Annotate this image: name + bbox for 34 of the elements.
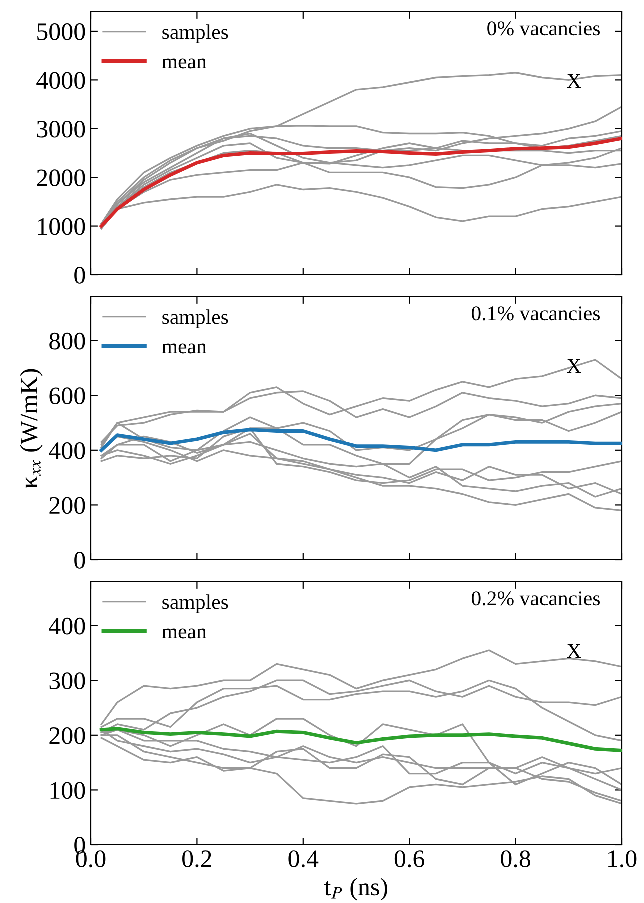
y-tick-label: 3000 — [37, 120, 86, 138]
y-tick-label: 300 — [50, 672, 86, 690]
y-tick-label: 400 — [49, 618, 86, 635]
y-tick-label: 1000 — [38, 218, 86, 236]
annotation: 0.2% vacancies — [472, 592, 600, 606]
y-tick-label: 800 — [50, 332, 86, 350]
y-tick-label: 100 — [50, 782, 86, 800]
annotation: 0% vacancies — [488, 22, 600, 36]
legend-label: samples — [162, 594, 228, 614]
x-axis-title: t$_{P}$ (ns) — [324, 878, 388, 901]
x-tick-label: 1.0 — [608, 850, 637, 868]
annotation: X — [567, 644, 582, 658]
y-tick-label: 4000 — [36, 72, 86, 90]
annotation: X — [567, 74, 582, 88]
y-tick-label: 0 — [74, 552, 86, 569]
legend-label: samples — [162, 310, 228, 329]
x-tick-label: 0.8 — [501, 850, 530, 868]
x-tick-label: 0.2 — [182, 850, 212, 868]
y-tick-label: 200 — [50, 497, 86, 514]
legend-label: mean — [162, 344, 207, 354]
y-tick-label: 600 — [50, 388, 86, 405]
legend-label: mean — [162, 58, 207, 69]
legend-label: samples — [162, 24, 228, 44]
y-tick-label: 2000 — [37, 170, 86, 187]
y-tick-label: 200 — [50, 727, 86, 744]
x-tick-label: 0.6 — [394, 850, 424, 868]
annotation: X — [567, 359, 582, 374]
legend-label: mean — [162, 628, 207, 639]
y-tick-label: 400 — [49, 442, 86, 460]
x-tick-label: 0.4 — [288, 850, 319, 868]
annotation: 0.1% vacancies — [472, 306, 600, 321]
y-tick-label: 0 — [74, 267, 86, 284]
y-tick-label: 5000 — [38, 24, 86, 40]
y-axis-title: κ$_{xx}$ (W/mK) — [20, 369, 43, 488]
